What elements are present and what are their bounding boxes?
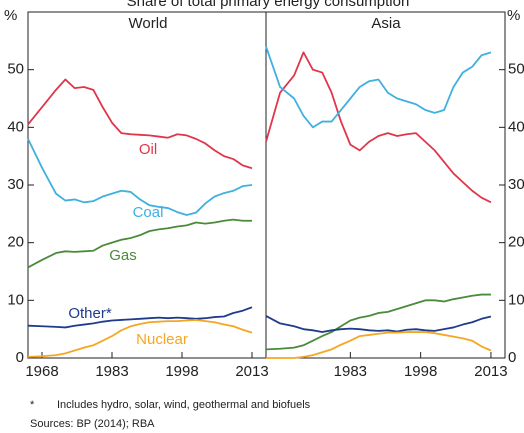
series-line — [265, 46, 492, 129]
series-line — [265, 51, 492, 204]
y-tick-label: 30 — [7, 176, 24, 193]
panel-title: World — [129, 15, 168, 32]
y-tick-label: 40 — [508, 118, 524, 135]
x-tick-label: 1983 — [334, 363, 367, 380]
footnote: Includes hydro, solar, wind, geothermal … — [57, 399, 311, 411]
y-tick-label: 50 — [7, 61, 24, 78]
series-line — [27, 319, 253, 358]
y-tick-label: 10 — [508, 291, 524, 308]
x-tick-label: 1983 — [95, 363, 128, 380]
y-axis-label: % — [507, 7, 520, 24]
y-axis-label: % — [4, 7, 17, 24]
series-label: Coal — [133, 204, 164, 221]
y-tick-label: 20 — [7, 234, 24, 251]
x-tick-label: 1998 — [165, 363, 198, 380]
series-line — [27, 218, 252, 269]
series-line — [265, 293, 491, 351]
chart-title: Share of total primary energy consumptio… — [127, 0, 410, 10]
series-line — [27, 138, 253, 216]
y-tick-label: 40 — [7, 118, 24, 135]
x-tick-label: 1968 — [25, 363, 58, 380]
x-tick-label: 2013 — [235, 363, 268, 380]
footnote-marker: * — [30, 399, 35, 411]
y-tick-label: 50 — [508, 61, 524, 78]
y-tick-label: 0 — [508, 349, 516, 366]
x-tick-label: 1998 — [404, 363, 437, 380]
sources: Sources: BP (2014); RBA — [30, 418, 155, 430]
y-tick-label: 10 — [7, 291, 24, 308]
series-label: Gas — [109, 247, 137, 264]
series-label: Oil — [139, 141, 157, 158]
series-label: Other* — [68, 305, 112, 322]
series-line — [265, 315, 492, 333]
series-line — [266, 331, 492, 359]
y-tick-label: 0 — [16, 349, 24, 366]
series-label: Nuclear — [136, 331, 188, 348]
x-tick-label: 2013 — [474, 363, 507, 380]
series-line — [27, 306, 253, 329]
y-tick-label: 30 — [508, 176, 524, 193]
panel-title: Asia — [371, 15, 401, 32]
series-line — [27, 78, 253, 170]
y-tick-label: 20 — [508, 234, 524, 251]
